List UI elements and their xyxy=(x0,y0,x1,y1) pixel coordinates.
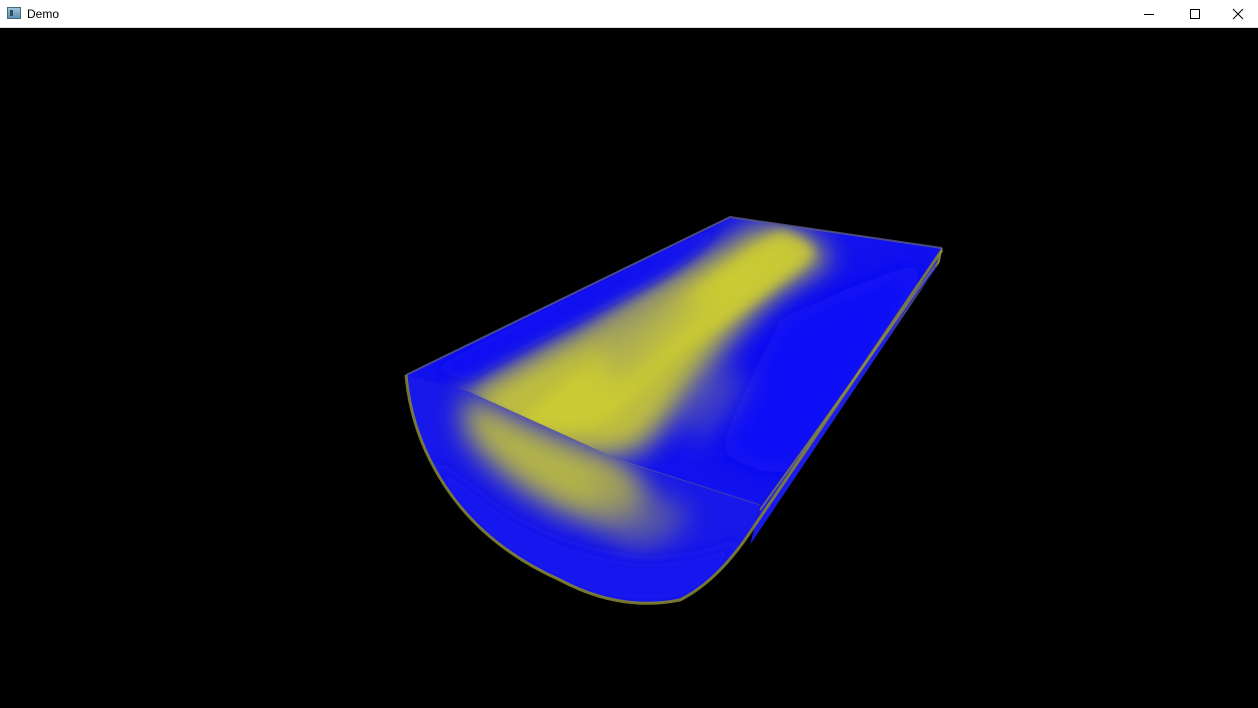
close-icon xyxy=(1232,8,1244,20)
title-bar[interactable]: Demo xyxy=(0,0,1258,28)
maximize-button[interactable] xyxy=(1172,0,1218,28)
volume-edges xyxy=(404,216,944,605)
volume-side-face xyxy=(750,248,942,545)
3d-render-viewport[interactable] xyxy=(0,28,1258,708)
maximize-icon xyxy=(1190,9,1200,19)
minimize-button[interactable] xyxy=(1126,0,1172,28)
volume-top-face xyxy=(406,217,942,505)
window-title: Demo xyxy=(27,7,60,21)
volume-front-face xyxy=(406,375,760,604)
volume-render xyxy=(404,216,944,605)
minimize-icon xyxy=(1144,14,1154,15)
close-button[interactable] xyxy=(1218,0,1258,28)
app-window-icon[interactable] xyxy=(7,7,21,19)
